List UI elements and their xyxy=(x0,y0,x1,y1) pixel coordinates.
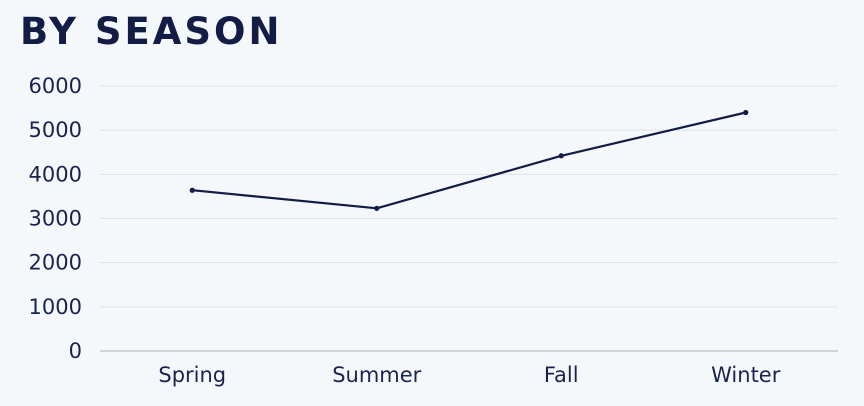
data-point xyxy=(743,109,749,116)
data-point xyxy=(558,153,564,159)
y-tick-label: 5000 xyxy=(29,118,82,142)
y-tick-label: 0 xyxy=(69,339,82,363)
data-point xyxy=(374,205,380,211)
y-axis-tick-labels: 0 1000 2000 3000 4000 5000 6000 xyxy=(29,74,82,363)
x-tick-label: Fall xyxy=(544,363,579,387)
y-tick-label: 4000 xyxy=(29,162,82,186)
x-tick-label: Winter xyxy=(711,363,781,387)
data-points xyxy=(189,109,749,211)
x-tick-label: Spring xyxy=(158,363,226,387)
y-tick-label: 1000 xyxy=(29,295,82,319)
data-point xyxy=(189,187,195,193)
y-tick-label: 3000 xyxy=(29,207,82,231)
x-tick-label: Summer xyxy=(332,363,421,387)
chart-title: BY SEASON xyxy=(20,10,283,53)
y-tick-label: 2000 xyxy=(29,251,82,275)
series-line xyxy=(192,111,747,210)
x-axis-tick-labels: Spring Summer Fall Winter xyxy=(158,363,780,387)
y-tick-label: 6000 xyxy=(29,74,82,98)
gridlines xyxy=(100,85,838,308)
